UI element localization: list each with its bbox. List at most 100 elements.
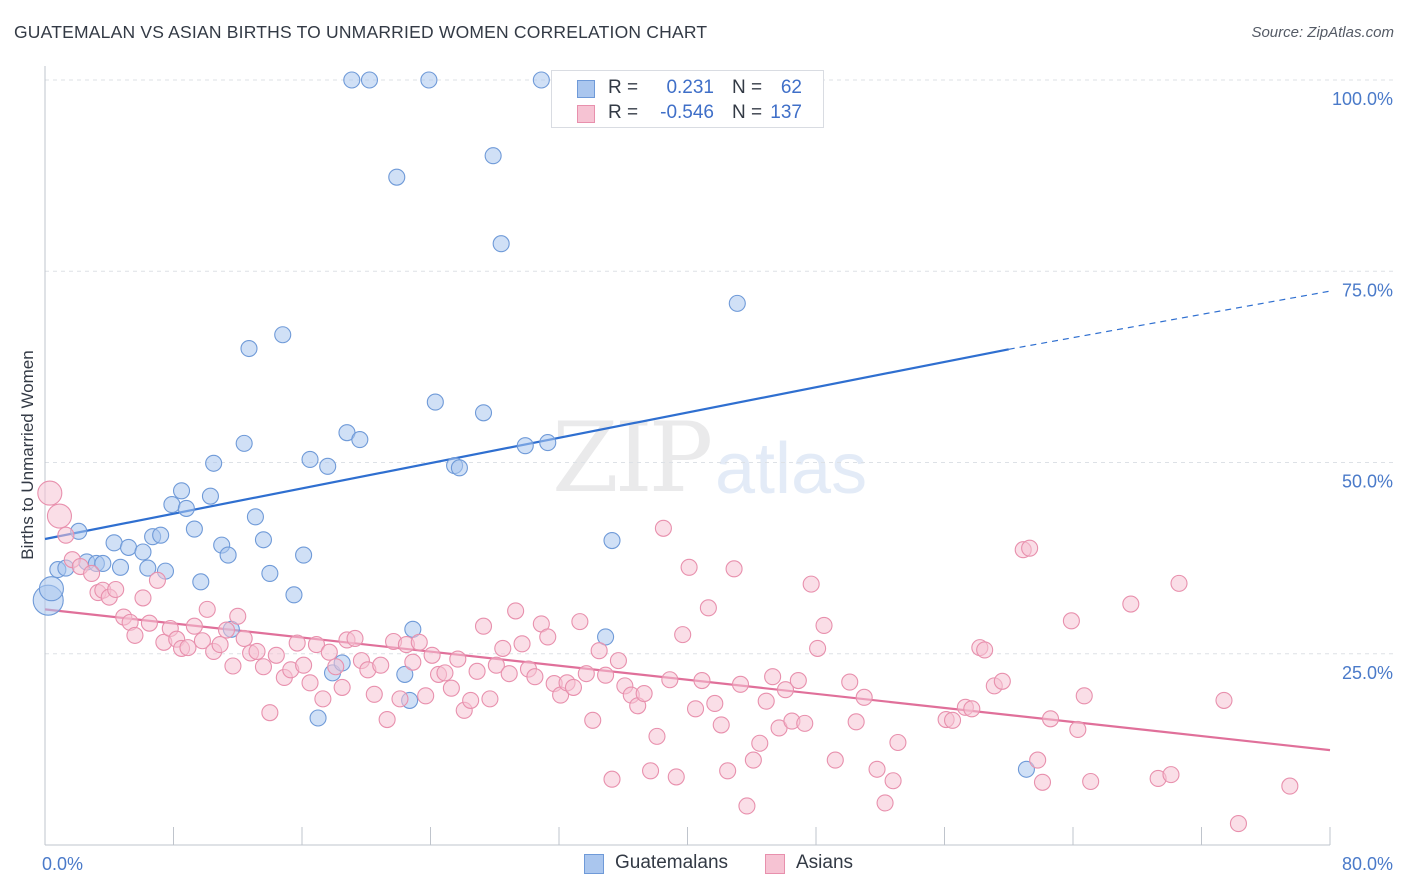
point-guatemalans [105, 534, 123, 552]
point-asians [217, 621, 236, 639]
point-asians [410, 633, 428, 651]
point-asians [57, 526, 75, 544]
point-asians [185, 617, 203, 635]
point-guatemalans [119, 538, 138, 556]
point-asians [693, 671, 711, 690]
point-guatemalans [246, 508, 264, 526]
point-asians [320, 643, 338, 661]
point-guatemalans [351, 430, 369, 449]
point-asians [815, 616, 833, 634]
point-asians [719, 762, 737, 780]
point-guatemalans [532, 71, 550, 89]
point-asians [333, 678, 351, 696]
point-asians [564, 678, 583, 696]
point-guatemalans [309, 709, 327, 727]
point-guatemalans [343, 71, 361, 89]
point-guatemalans [163, 496, 181, 514]
point-asians [449, 650, 467, 668]
point-guatemalans [426, 393, 444, 411]
point-asians [1062, 612, 1080, 630]
point-asians [725, 560, 743, 578]
x-tick-label: 80.0% [1342, 854, 1393, 874]
point-asians [83, 564, 101, 582]
legend-n-label: N = [732, 77, 763, 98]
point-guatemalans [603, 531, 621, 550]
point-guatemalans [285, 586, 303, 604]
point-asians [603, 770, 621, 788]
points-layer [32, 71, 1299, 833]
point-asians [731, 675, 750, 693]
point-asians [1041, 710, 1060, 728]
point-guatemalans [1017, 760, 1035, 778]
point-asians [577, 665, 595, 683]
point-asians [372, 656, 390, 674]
point-asians [680, 558, 698, 576]
point-asians [126, 626, 144, 644]
point-asians [648, 727, 666, 745]
legend-row-asians: R = -0.546 N = 137 [552, 102, 823, 126]
watermark-atlas: atlas [715, 429, 868, 509]
point-guatemalans [274, 326, 292, 344]
grid-layer [45, 79, 1393, 655]
point-asians [571, 613, 589, 631]
point-asians [584, 711, 602, 729]
legend-n-value: 137 [770, 102, 802, 123]
point-guatemalans [728, 294, 746, 312]
point-asians [876, 794, 894, 812]
point-guatemalans [134, 543, 152, 561]
point-asians [686, 700, 705, 718]
point-guatemalans [38, 576, 64, 602]
point-guatemalans [139, 559, 157, 577]
point-asians [378, 710, 396, 729]
legend-r-value: -0.546 [660, 102, 714, 123]
point-guatemalans [254, 531, 273, 549]
point-asians [1229, 815, 1247, 833]
point-asians [404, 653, 422, 671]
point-asians [507, 602, 525, 620]
point-asians [1122, 595, 1140, 613]
y-tick-label: 50.0% [1342, 472, 1393, 492]
point-asians [847, 713, 865, 731]
point-asians [776, 681, 795, 699]
point-asians [590, 642, 608, 660]
point-guatemalans [597, 628, 615, 646]
point-asians [539, 628, 557, 646]
y-tick-label: 100.0% [1332, 89, 1393, 109]
point-guatemalans [219, 546, 237, 564]
legend-r-label: R = [608, 77, 639, 98]
point-guatemalans [261, 564, 279, 582]
point-asians [674, 626, 692, 644]
point-asians [301, 674, 319, 692]
point-asians [494, 639, 512, 657]
point-guatemalans [492, 235, 510, 253]
point-guatemalans [516, 437, 534, 455]
point-asians [855, 688, 873, 706]
point-asians [261, 704, 279, 722]
point-asians [757, 692, 775, 710]
point-asians [423, 646, 441, 664]
point-guatemalans [474, 404, 493, 422]
trend-line-asians [44, 608, 1331, 752]
point-asians [809, 639, 827, 657]
point-asians [224, 657, 242, 675]
point-asians [993, 672, 1011, 690]
point-asians [327, 658, 345, 676]
source-label: Source: ZipAtlas.com [1251, 24, 1394, 41]
point-asians [1069, 720, 1087, 739]
point-guatemalans [111, 558, 130, 576]
point-asians [148, 571, 166, 589]
point-asians [841, 673, 859, 691]
point-guatemalans [396, 665, 414, 683]
point-asians [963, 700, 981, 718]
point-guatemalans [172, 482, 191, 500]
point-asians [468, 662, 486, 680]
point-guatemalans [152, 526, 170, 544]
legend-r-value: 0.231 [666, 77, 714, 98]
point-asians [391, 690, 409, 708]
point-asians [487, 656, 505, 674]
point-asians [462, 691, 480, 709]
point-asians [826, 751, 844, 769]
trend-layer [44, 290, 1331, 752]
point-asians [1162, 766, 1180, 784]
